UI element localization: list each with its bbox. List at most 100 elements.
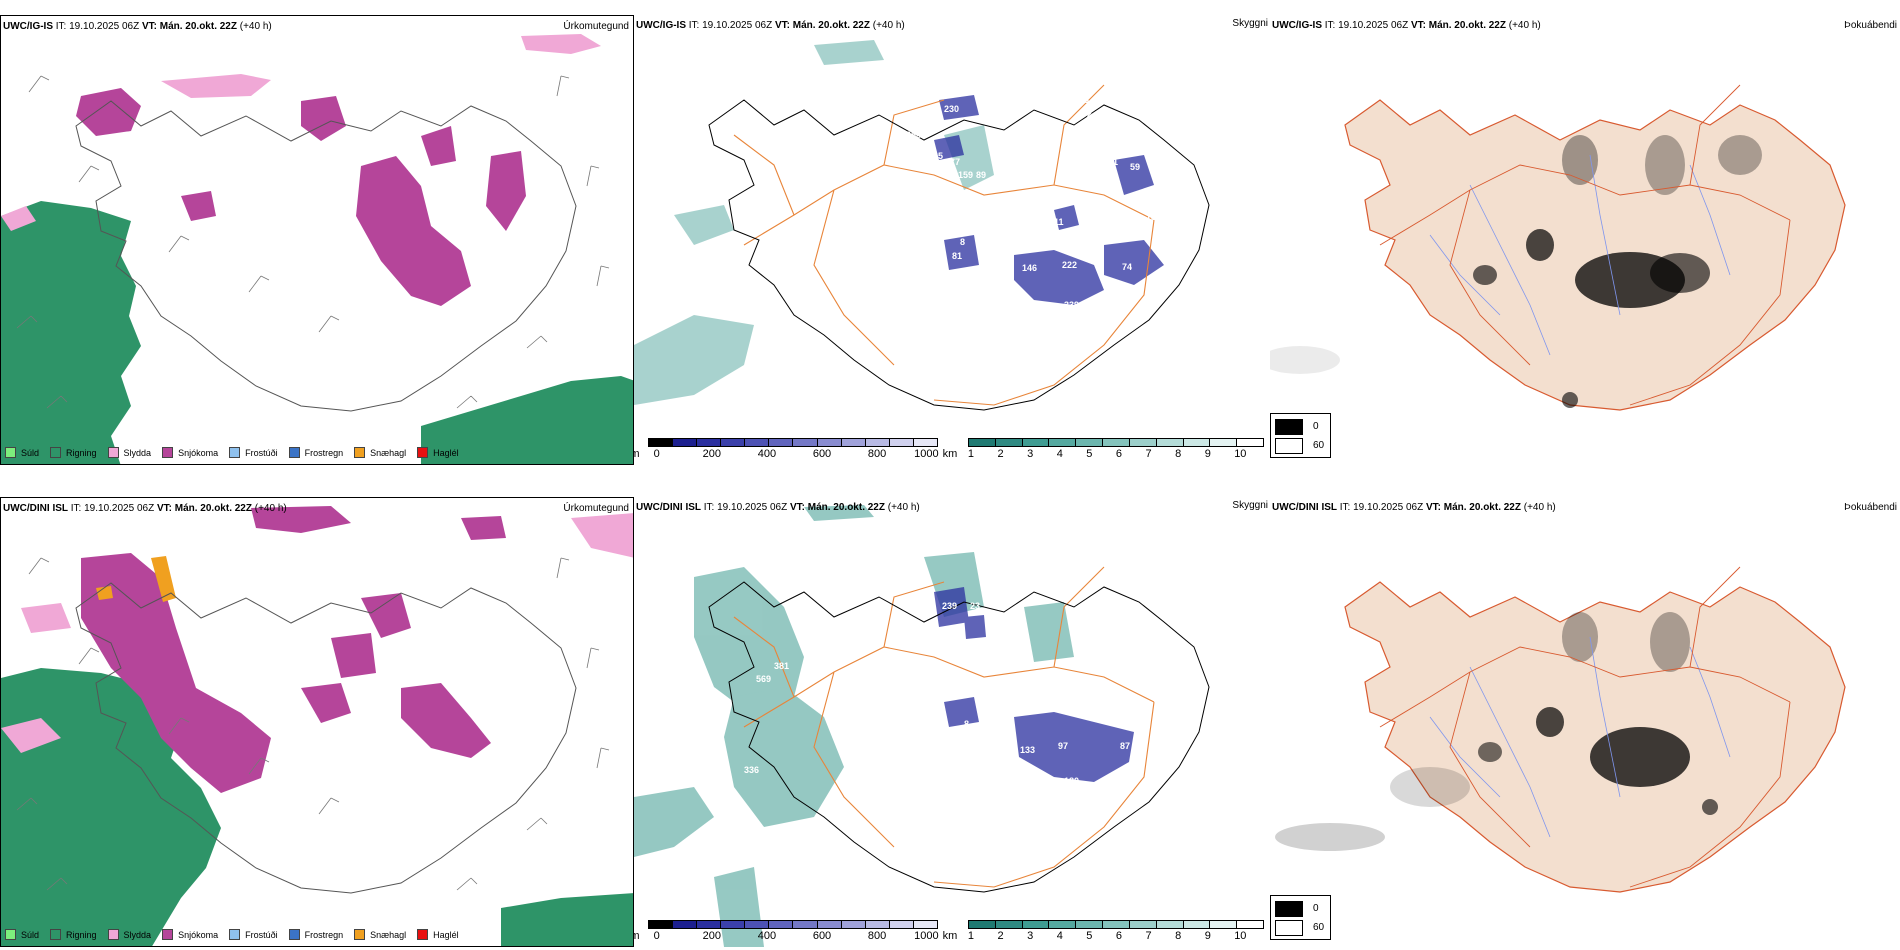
ceiling-label: 87 (1120, 741, 1130, 751)
tick-label: 600 (812, 448, 832, 460)
ceiling-label: 230 (998, 251, 1013, 261)
ceiling-label: 668 (750, 825, 765, 835)
legend-item-drizzle: Súld (5, 929, 39, 940)
ceiling-unit: m (634, 448, 640, 460)
init-time: IT: 19.10.2025 06Z (68, 503, 157, 514)
tick-label: 800 (867, 930, 887, 942)
ceiling-label: 181 (992, 649, 1007, 659)
tick-label: 4 (1056, 930, 1063, 942)
ceiling-label: 159 (958, 170, 973, 180)
model-name: UWC/DINI ISL (1272, 502, 1337, 513)
ceiling-label: 11 (1054, 217, 1064, 227)
drizzle-swatch (5, 447, 16, 458)
ceiling-label: 74 (1122, 262, 1132, 272)
rain-swatch (50, 929, 62, 940)
land-fill (1344, 581, 1846, 893)
fog-low-label: 0 (1313, 421, 1319, 432)
tick-label: 5 (1086, 930, 1093, 942)
sleet-swatch (107, 447, 119, 458)
ceiling-label: 13 (1146, 212, 1156, 222)
ceiling-label: 356 (664, 245, 679, 255)
tick-label: 800 (867, 448, 887, 460)
snow-swatch (162, 929, 174, 940)
fog-high-swatch (1275, 437, 1303, 454)
legend-label: Frostúði (245, 929, 278, 940)
sea-snow-areas (81, 506, 506, 793)
model-name: UWC/DINI ISL (636, 502, 701, 513)
panel-title: Úrkomutegund (563, 21, 629, 32)
ceiling-colorbar: m 0 200 400 600 800 1000 (634, 920, 939, 943)
tick-label: 1000 (914, 930, 939, 942)
roads (1379, 566, 1791, 888)
fog-legend-row: 60 (1275, 436, 1324, 455)
ceiling-label: 134 (962, 650, 977, 660)
fog-index-map-dini: UWC/DINI ISL IT: 19.10.2025 06Z VT: Mán.… (1270, 497, 1900, 947)
legend-label: Snjókoma (178, 447, 219, 458)
precip-map-canvas (1, 34, 633, 464)
tick-label: 2 (997, 448, 1004, 460)
legend-item-hail: Haglél (417, 929, 459, 940)
ceiling-label: 339 (1064, 300, 1079, 310)
init-time: IT: 19.10.2025 06Z (701, 502, 790, 513)
fog-high-label: 60 (1313, 922, 1325, 933)
ceiling-label: 42 (1144, 617, 1154, 627)
ceiling-label: 165 (928, 151, 943, 161)
lead-time: (+40 h) (1520, 502, 1556, 513)
hail-swatch (417, 929, 429, 940)
legend-item-freezing-drizzle: Frostúði (229, 929, 278, 940)
cloud-visibility-map-dini: 239 23 138 134 181 27 56 42 14 381 569 2… (634, 497, 1270, 947)
legend-item-snow-grains: Snæhagl (354, 929, 406, 940)
lead-time: (+40 h) (251, 503, 287, 514)
init-time: IT: 19.10.2025 06Z (53, 21, 142, 32)
sleet-areas (1, 34, 601, 231)
ceiling-label: 230 (944, 104, 959, 114)
freezing-drizzle-swatch (229, 929, 241, 940)
drizzle-swatch (5, 929, 16, 940)
wind-barbs (16, 557, 610, 891)
fog-low-swatch (1275, 900, 1303, 917)
model-name: UWC/IG-IS (3, 21, 53, 32)
map-header: UWC/DINI ISL IT: 19.10.2025 06Z VT: Mán.… (636, 502, 920, 513)
ceiling-label: 138 (946, 635, 961, 645)
fog-legend-row: 60 (1275, 918, 1324, 937)
legend-label: Frostregn (304, 447, 344, 458)
ceiling-label: 221 (712, 711, 727, 721)
ceiling-label: 180 (1064, 776, 1079, 786)
fog-low-swatch (1275, 418, 1303, 435)
precip-map-canvas (1, 506, 633, 946)
map-header: UWC/DINI ISL IT: 19.10.2025 06Z VT: Mán.… (3, 503, 287, 514)
fog-shading (1275, 612, 1718, 851)
tick-label: 10 (1234, 448, 1247, 460)
fog-legend: 0 60 (1270, 895, 1332, 940)
ceiling-label: 146 (1064, 329, 1079, 339)
valid-time-label: VT: (141, 21, 160, 32)
ceiling-label: 245 (714, 836, 729, 846)
visibility-colorbar: km 1 2 3 4 5 6 7 8 9 10 (943, 920, 1264, 943)
cloud-visibility-map-igis: 230 258 165 77 20 159 89 336 72 31 59 42… (634, 15, 1270, 465)
snow-grains-swatch (354, 447, 366, 458)
map-header: UWC/IG-IS IT: 19.10.2025 06Z VT: Mán. 20… (1272, 20, 1541, 31)
tick-label: 400 (757, 448, 777, 460)
valid-time-label: VT: (1425, 502, 1444, 513)
precip-type-map-dini: UWC/DINI ISL IT: 19.10.2025 06Z VT: Mán.… (0, 497, 634, 947)
legend-item-rain: Rigning (50, 447, 97, 458)
lead-time: (+40 h) (236, 21, 272, 32)
fog-map-canvas (1275, 566, 1846, 893)
tick-label: 9 (1204, 930, 1211, 942)
tick-label: 200 (702, 930, 721, 942)
sea-snow-areas (76, 88, 526, 306)
lead-time: (+40 h) (1505, 20, 1541, 31)
legend-item-sleet: Slydda (107, 447, 151, 458)
ceiling-label: 336 (1074, 95, 1089, 105)
valid-time: Mán. 20.okt. 22Z (159, 21, 237, 32)
rivers (1429, 636, 1731, 838)
map-header: UWC/IG-IS IT: 19.10.2025 06Z VT: Mán. 20… (636, 20, 905, 31)
tick-label: 9 (1204, 448, 1211, 460)
visibility-colorbar-ticks: km 1 2 3 4 5 6 7 8 9 10 (943, 929, 1264, 943)
land-fill (1344, 99, 1846, 411)
ceiling-label: 81 (952, 251, 962, 261)
ceiling-label: 258 (906, 130, 921, 140)
low-visibility-areas (634, 505, 1074, 947)
legend-item-hail: Haglél (417, 447, 459, 458)
legend-item-freezing-rain: Frostregn (288, 447, 344, 458)
